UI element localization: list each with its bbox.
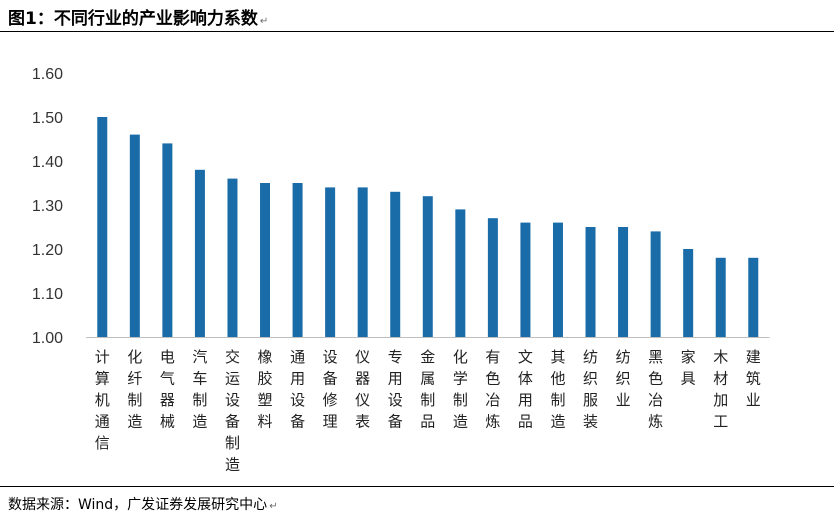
- x-tick-label: 纺织业: [616, 348, 631, 409]
- figure-title-text: 图1：不同行业的产业影响力系数: [8, 9, 258, 29]
- x-tick-label: 汽车制造: [192, 348, 207, 431]
- x-tick-label: 纺织服装: [583, 348, 598, 431]
- bar: [715, 257, 726, 337]
- y-tick-label: 1.20: [32, 242, 63, 259]
- bar: [552, 222, 563, 337]
- bar: [227, 178, 238, 337]
- bar: [650, 231, 661, 337]
- bar: [129, 134, 140, 337]
- y-tick-label: 1.60: [32, 66, 63, 83]
- bar: [357, 187, 368, 337]
- source-text: 数据来源：Wind，广发证券发展研究中心: [8, 497, 268, 513]
- x-tick-label: 化学制造: [453, 348, 468, 431]
- y-tick-label: 1.50: [32, 110, 63, 127]
- y-tick-label: 1.40: [32, 154, 63, 171]
- x-tick-label: 电气器械: [160, 348, 175, 431]
- x-tick-label: 计算机通信: [95, 348, 110, 452]
- x-tick-label: 设备修理: [323, 348, 338, 431]
- bar: [683, 249, 694, 337]
- bar: [585, 227, 596, 337]
- bar: [194, 169, 205, 337]
- x-tick-label: 文体用品: [518, 348, 533, 431]
- x-tick-label: 有色冶炼: [485, 348, 500, 431]
- x-tick-label: 家具: [681, 348, 696, 388]
- x-tick-label: 建筑业: [746, 348, 761, 409]
- bar: [325, 187, 336, 337]
- bar: [390, 191, 401, 337]
- paragraph-mark-icon: ↵: [269, 501, 278, 512]
- bar: [292, 183, 303, 337]
- x-tick-label: 专用设备: [388, 348, 403, 431]
- y-tick-label: 1.00: [32, 330, 63, 347]
- x-tick-label: 木材加工: [713, 348, 728, 431]
- paragraph-mark-icon: ↵: [259, 16, 269, 27]
- bar: [748, 257, 759, 337]
- bar: [260, 183, 271, 337]
- x-tick-label: 黑色冶炼: [648, 348, 663, 431]
- bar: [422, 196, 433, 337]
- bar: [97, 117, 108, 337]
- top-divider: [0, 31, 834, 32]
- x-tick-label: 金属制品: [420, 348, 435, 431]
- bottom-divider: [0, 486, 834, 487]
- x-tick-label: 交运设备制造: [225, 348, 240, 474]
- x-tick-label: 通用设备: [290, 348, 305, 431]
- y-tick-label: 1.30: [32, 198, 63, 215]
- x-tick-label: 其他制造: [550, 348, 565, 431]
- bar: [618, 227, 629, 337]
- x-tick-label: 化纤制造: [127, 348, 142, 431]
- bar: [487, 218, 498, 337]
- x-tick-label: 仪器仪表: [355, 348, 370, 431]
- source-note: 数据来源：Wind，广发证券发展研究中心 ↵: [8, 494, 278, 514]
- figure-title: 图1：不同行业的产业影响力系数 ↵: [8, 4, 268, 29]
- y-tick-label: 1.10: [32, 286, 63, 303]
- bar: [520, 222, 531, 337]
- x-tick-label: 橡胶塑料: [258, 348, 273, 431]
- bar: [162, 143, 173, 337]
- bar: [455, 209, 466, 337]
